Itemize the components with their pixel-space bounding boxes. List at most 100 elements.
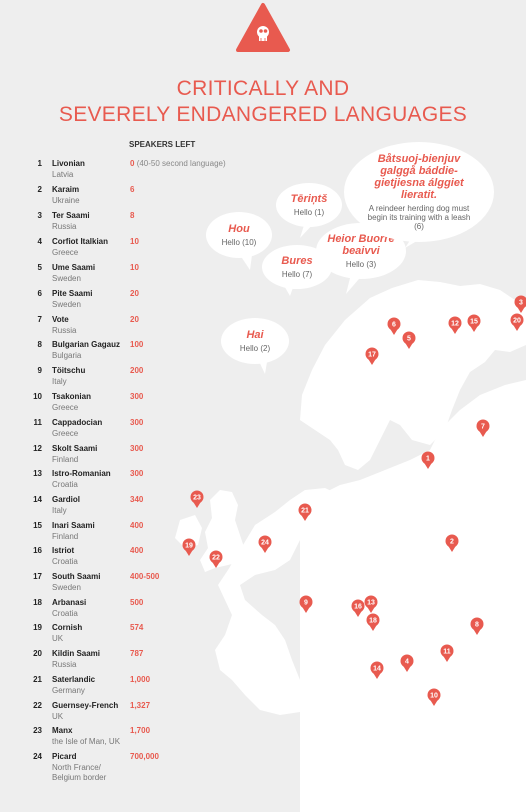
pin-18[interactable]: 18 (366, 613, 380, 632)
language-country: North France/ (52, 763, 101, 772)
bubble-word: Båtsuoj-bienjuv galggå báddie-gietjiesna… (374, 153, 464, 201)
rank: 15 (33, 521, 42, 530)
pin-11[interactable]: 11 (440, 644, 454, 663)
bubble-word: Hou (228, 223, 250, 235)
language-name: Livonian (52, 159, 85, 168)
list-item: 14 Gardiol Italy 340 (0, 495, 250, 521)
pin-8[interactable]: 8 (470, 617, 484, 636)
bubble-word: Bures (281, 255, 313, 267)
language-country: Greece (52, 248, 79, 257)
svg-text:21: 21 (301, 508, 309, 515)
speakers-count: 300 (130, 392, 144, 401)
language-country: Sweden (52, 300, 81, 309)
svg-text:7: 7 (481, 424, 485, 431)
pin-24[interactable]: 24 (258, 535, 272, 554)
pin-1[interactable]: 1 (421, 451, 435, 470)
pin-7[interactable]: 7 (476, 419, 490, 438)
bubble-reindeer-sentence: Båtsuoj-bienjuv galggå báddie-gietjiesna… (344, 142, 494, 242)
speakers-count: 574 (130, 623, 144, 632)
rank: 6 (37, 289, 42, 298)
language-country: UK (52, 712, 64, 721)
pin-21[interactable]: 21 (298, 503, 312, 522)
language-name: Bulgarian Gagauz (52, 340, 121, 349)
pin-17[interactable]: 17 (365, 347, 379, 366)
pin-12[interactable]: 12 (448, 316, 462, 335)
svg-text:10: 10 (430, 693, 438, 700)
list-item: 19 Cornish UK 574 (0, 623, 250, 649)
language-name: Ume Saami (52, 263, 96, 272)
speakers-count: 0 (40-50 second language) (130, 159, 226, 168)
list-item: 4 Corfiot Italkian Greece 10 (0, 237, 250, 263)
list-item: 15 Inari Saami Finland 400 (0, 521, 250, 547)
svg-text:14: 14 (373, 666, 381, 673)
language-name: Pite Saami (52, 289, 93, 298)
speakers-count: 1,000 (130, 675, 151, 684)
list-item: 21 Saterlandic Germany 1,000 (0, 675, 250, 701)
language-name: Picard (52, 752, 77, 761)
language-name: Istro-Romanian (52, 469, 111, 478)
list-item: 9 Töitschu Italy 200 (0, 366, 250, 392)
map-pins: 3 20 6 12 15 5 17 7 1 23 21 2 19 24 22 9… (182, 278, 526, 707)
language-name: Skolt Saami (52, 444, 98, 453)
pin-2[interactable]: 2 (445, 534, 459, 553)
language-country: Germany (52, 686, 85, 695)
rank: 8 (37, 340, 42, 349)
language-name: Cappadocian (52, 418, 103, 427)
pin-3[interactable]: 3 (514, 278, 526, 313)
pin-14[interactable]: 14 (370, 661, 384, 680)
rank: 1 (37, 159, 42, 168)
rank: 16 (33, 546, 42, 555)
rank: 21 (33, 675, 42, 684)
pin-9[interactable]: 9 (299, 595, 313, 614)
svg-text:3: 3 (519, 300, 523, 307)
pin-22[interactable]: 22 (209, 550, 223, 569)
language-country: UK (52, 634, 64, 643)
speakers-count: 300 (130, 469, 144, 478)
language-name: Töitschu (52, 366, 86, 375)
language-country: Italy (52, 506, 67, 515)
speakers-count: 200 (130, 366, 144, 375)
bubble-hai: Hai Hello (2) (221, 318, 289, 364)
pin-20[interactable]: 20 (510, 313, 524, 332)
language-country: Sweden (52, 274, 81, 283)
rank: 19 (33, 623, 42, 632)
speakers-count: 100 (130, 340, 144, 349)
svg-text:2: 2 (450, 539, 454, 546)
pin-15[interactable]: 15 (467, 314, 481, 333)
list-item: 7 Vote Russia 20 (0, 315, 250, 341)
skull-icon (236, 3, 290, 52)
speakers-count: 10 (130, 237, 139, 246)
pin-5[interactable]: 5 (402, 331, 416, 350)
list-item: 10 Tsakonian Greece 300 (0, 392, 250, 418)
pin-6[interactable]: 6 (387, 317, 401, 336)
bubble-translation: Hello (1) (293, 208, 325, 217)
speakers-count: 400 (130, 546, 144, 555)
pin-13[interactable]: 13 (364, 595, 378, 614)
svg-text:23: 23 (193, 495, 201, 502)
speakers-count: 6 (130, 185, 135, 194)
list-item: 22 Guernsey-French UK 1,327 (0, 701, 250, 727)
pin-23[interactable]: 23 (190, 490, 204, 509)
pin-10[interactable]: 10 (427, 688, 441, 707)
list-item: 1 Livonian Latvia 0 (40-50 second language) (0, 159, 250, 185)
pin-4[interactable]: 4 (400, 654, 414, 673)
svg-text:20: 20 (513, 318, 521, 325)
svg-text:17: 17 (368, 352, 376, 359)
pin-19[interactable]: 19 (182, 538, 196, 557)
language-name: Manx (52, 726, 73, 735)
page-title-line1: CRITICALLY AND (176, 77, 350, 100)
language-country-line2: Belgium border (52, 773, 107, 782)
list-item: 11 Cappadocian Greece 300 (0, 418, 250, 444)
pin-16[interactable]: 16 (351, 599, 365, 618)
language-country: Russia (52, 660, 77, 669)
bubble-terints: Tēriņtš Hello (1) (276, 183, 342, 227)
speakers-count: 500 (130, 598, 144, 607)
list-item: 2 Karaim Ukraine 6 (0, 185, 250, 211)
speakers-count: 8 (130, 211, 135, 220)
list-item: 3 Ter Saami Russia 8 (0, 211, 250, 237)
svg-text:5: 5 (407, 336, 411, 343)
language-country: Russia (52, 326, 77, 335)
language-country: Greece (52, 429, 79, 438)
speakers-count: 1,700 (130, 726, 151, 735)
